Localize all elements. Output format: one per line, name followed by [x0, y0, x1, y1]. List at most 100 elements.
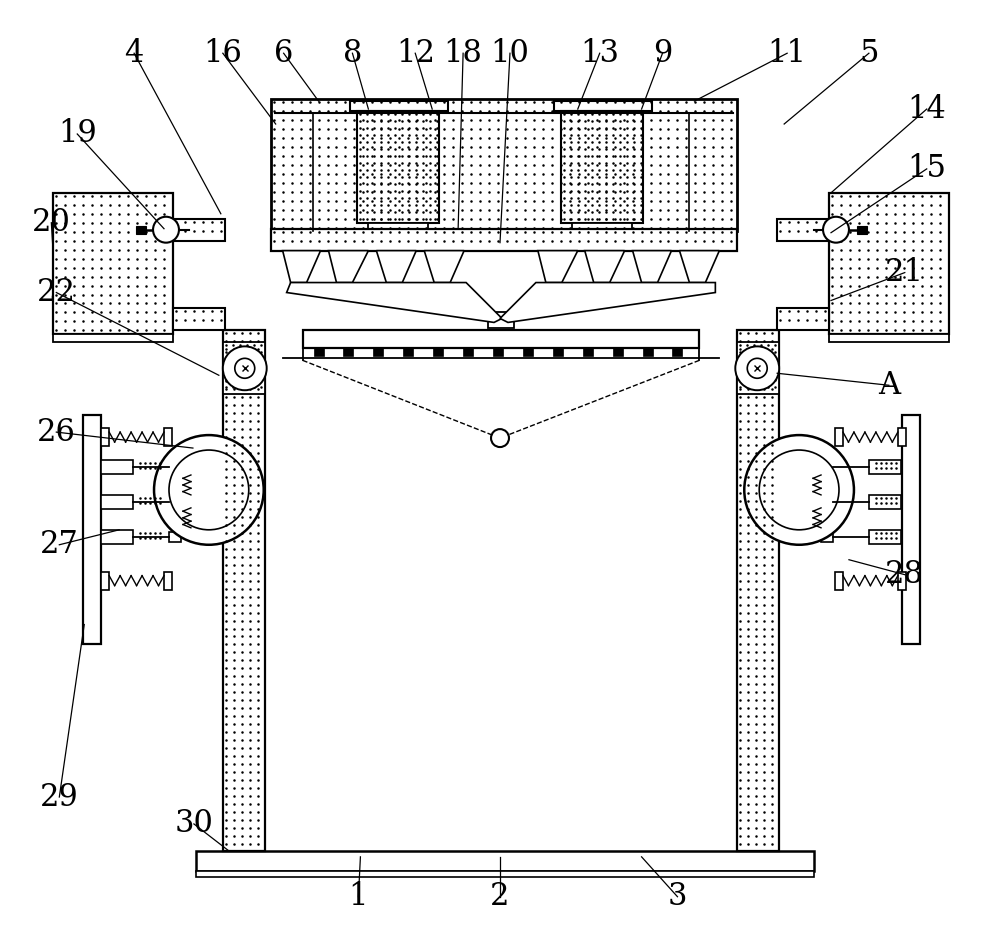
Bar	[350, 101, 448, 111]
Text: 29: 29	[40, 782, 79, 813]
Circle shape	[735, 346, 779, 390]
Bar	[169, 462, 181, 472]
Circle shape	[153, 216, 179, 243]
Bar	[613, 348, 623, 356]
Bar	[493, 348, 503, 356]
Bar	[835, 572, 843, 590]
Text: 19: 19	[58, 118, 97, 149]
Bar	[821, 462, 833, 472]
Bar	[196, 851, 814, 870]
Bar	[463, 348, 473, 356]
Polygon shape	[283, 251, 321, 283]
Polygon shape	[633, 251, 671, 283]
Bar	[101, 460, 133, 474]
Bar	[869, 494, 901, 508]
Text: 3: 3	[668, 881, 687, 912]
Bar	[101, 428, 109, 446]
Bar	[433, 348, 443, 356]
Text: 13: 13	[580, 37, 619, 69]
Text: 26: 26	[37, 417, 76, 448]
Bar	[737, 342, 779, 395]
Bar	[101, 530, 133, 544]
Circle shape	[744, 435, 854, 545]
Bar	[488, 313, 514, 328]
Bar	[835, 428, 843, 446]
Bar	[53, 193, 173, 334]
Bar	[53, 334, 173, 342]
Bar	[136, 226, 146, 233]
Text: 15: 15	[907, 153, 946, 185]
Text: 10: 10	[491, 37, 529, 69]
Bar	[223, 330, 265, 851]
Bar	[857, 226, 867, 233]
Text: 8: 8	[343, 37, 362, 69]
Bar	[737, 330, 779, 851]
Circle shape	[491, 429, 509, 447]
Text: 27: 27	[40, 529, 79, 560]
Text: 1: 1	[349, 881, 368, 912]
Bar	[869, 460, 901, 474]
Bar	[271, 99, 737, 230]
Circle shape	[154, 435, 264, 545]
Bar	[375, 232, 421, 246]
Bar	[583, 348, 593, 356]
Bar	[561, 111, 643, 223]
Bar	[303, 330, 699, 348]
Text: A: A	[878, 369, 900, 401]
Polygon shape	[500, 283, 715, 323]
Bar	[343, 348, 353, 356]
Circle shape	[747, 358, 767, 378]
Text: 4: 4	[124, 37, 144, 69]
Text: 2: 2	[490, 881, 510, 912]
Polygon shape	[679, 251, 719, 283]
Circle shape	[223, 346, 267, 390]
Bar	[357, 111, 439, 223]
Polygon shape	[287, 283, 502, 323]
Bar	[672, 348, 682, 356]
Bar	[902, 415, 920, 645]
Bar	[554, 101, 652, 111]
Bar	[169, 497, 181, 507]
Bar	[898, 572, 906, 590]
Text: 11: 11	[768, 37, 807, 69]
Bar	[83, 415, 101, 645]
Bar	[821, 497, 833, 507]
Bar	[829, 193, 949, 334]
Bar	[101, 572, 109, 590]
Text: 21: 21	[885, 258, 924, 288]
Bar	[169, 532, 181, 542]
Bar	[271, 229, 737, 251]
Circle shape	[759, 450, 839, 530]
Bar	[898, 428, 906, 446]
Text: 5: 5	[859, 37, 879, 69]
Bar	[223, 342, 265, 395]
Bar	[777, 218, 829, 241]
Text: 22: 22	[37, 277, 76, 308]
Polygon shape	[376, 251, 416, 283]
Bar	[196, 870, 814, 877]
Bar	[553, 348, 563, 356]
Bar	[777, 309, 829, 330]
Bar	[368, 223, 428, 232]
Polygon shape	[329, 251, 368, 283]
Text: 18: 18	[444, 37, 483, 69]
Text: 28: 28	[885, 559, 924, 591]
Bar	[164, 428, 172, 446]
Text: 14: 14	[907, 93, 946, 125]
Polygon shape	[424, 251, 464, 283]
Bar	[869, 530, 901, 544]
Bar	[164, 572, 172, 590]
Bar	[643, 348, 653, 356]
Bar	[373, 348, 383, 356]
Circle shape	[823, 216, 849, 243]
Bar	[821, 532, 833, 542]
Bar	[314, 348, 324, 356]
Polygon shape	[585, 251, 625, 283]
Text: 6: 6	[274, 37, 293, 69]
Polygon shape	[538, 251, 578, 283]
Bar	[523, 348, 533, 356]
Text: 20: 20	[32, 207, 71, 238]
Bar	[572, 223, 632, 232]
Bar	[101, 494, 133, 508]
Circle shape	[235, 358, 255, 378]
